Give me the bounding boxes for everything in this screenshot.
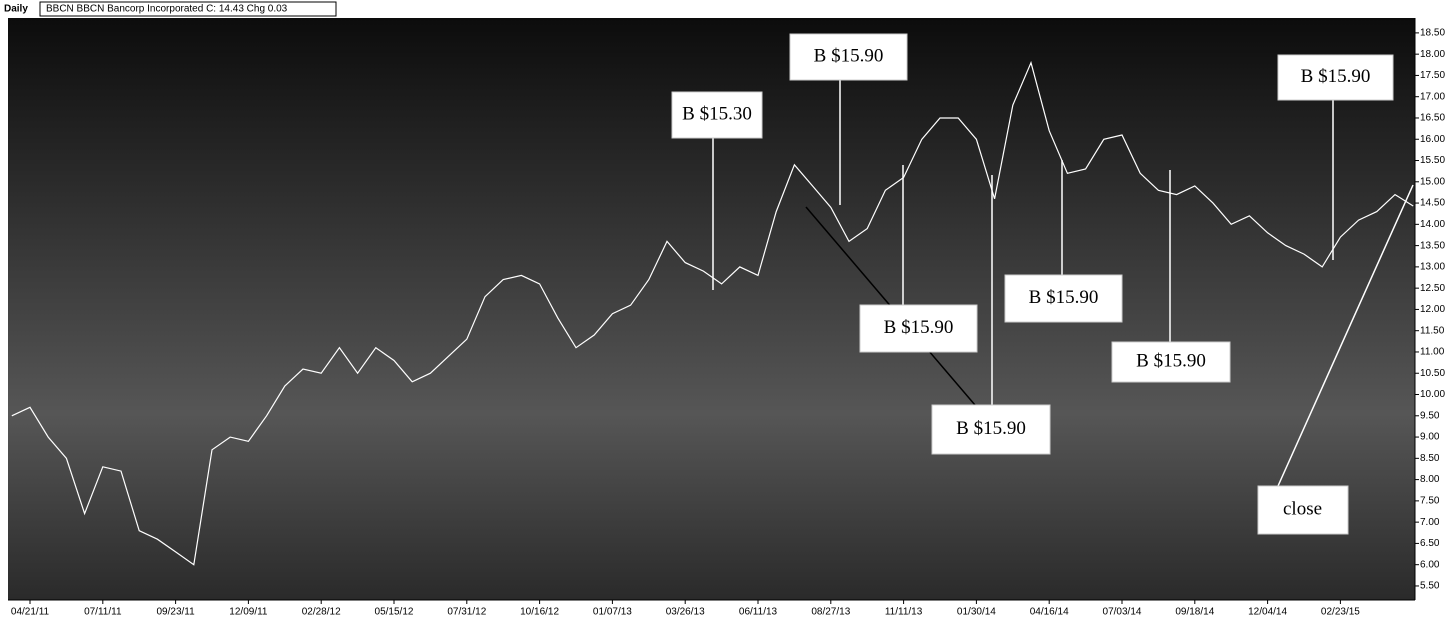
annotation: B $15.90 — [1029, 287, 1099, 308]
y-tick-label: 11.00 — [1420, 347, 1445, 358]
chart-title: Daily — [4, 4, 28, 15]
y-tick-label: 5.50 — [1420, 581, 1440, 592]
annotation-box — [1004, 274, 1123, 323]
y-tick-label: 6.50 — [1420, 538, 1440, 549]
annotation: B $15.90 — [956, 418, 1026, 439]
y-tick-label: 8.00 — [1420, 474, 1440, 485]
x-tick-label: 02/28/12 — [302, 607, 341, 618]
y-tick-label: 10.50 — [1420, 368, 1445, 379]
annotation: close — [1283, 498, 1322, 519]
annotation: B $15.30 — [682, 103, 752, 124]
y-tick-label: 13.50 — [1420, 240, 1445, 251]
y-tick-label: 17.50 — [1420, 70, 1445, 81]
y-tick-label: 12.00 — [1420, 304, 1445, 315]
y-tick-label: 15.00 — [1420, 176, 1445, 187]
x-tick-label: 11/11/13 — [885, 607, 923, 618]
y-tick-label: 13.00 — [1420, 262, 1445, 273]
x-tick-label: 09/23/11 — [157, 607, 196, 618]
y-tick-label: 8.50 — [1420, 453, 1440, 464]
x-tick-label: 07/31/12 — [447, 607, 486, 618]
x-tick-label: 06/11/13 — [739, 607, 778, 618]
y-tick-label: 16.50 — [1420, 113, 1445, 124]
y-tick-label: 9.00 — [1420, 432, 1440, 443]
y-tick-label: 7.00 — [1420, 517, 1440, 528]
x-tick-label: 09/18/14 — [1175, 607, 1214, 618]
connector — [1277, 184, 1414, 487]
annotation-box — [859, 304, 978, 353]
y-tick-label: 11.50 — [1420, 325, 1445, 336]
annotation: B $15.90 — [1136, 350, 1206, 371]
y-tick-label: 17.00 — [1420, 91, 1445, 102]
y-tick-label: 14.00 — [1420, 219, 1445, 230]
x-tick-label: 12/04/14 — [1248, 607, 1287, 618]
x-tick-label: 01/30/14 — [957, 607, 996, 618]
annotation-box — [1111, 341, 1231, 383]
x-tick-label: 03/26/13 — [666, 607, 705, 618]
x-tick-label: 04/21/11 — [11, 607, 50, 618]
y-tick-label: 12.50 — [1420, 283, 1445, 294]
x-tick-label: 01/07/13 — [593, 607, 632, 618]
x-tick-label: 12/09/11 — [229, 607, 268, 618]
x-tick-label: 07/11/11 — [84, 607, 122, 618]
symbol-box — [39, 1, 337, 17]
x-tick-label: 02/23/15 — [1321, 607, 1360, 618]
x-tick-label: 07/03/14 — [1103, 607, 1142, 618]
y-tick-label: 18.50 — [1420, 28, 1445, 39]
annotation-box — [931, 404, 1051, 455]
y-tick-label: 18.00 — [1420, 49, 1445, 60]
x-tick-label: 10/16/12 — [520, 607, 559, 618]
y-tick-label: 15.50 — [1420, 155, 1445, 166]
y-tick-label: 6.00 — [1420, 559, 1440, 570]
annotation-box — [1257, 485, 1349, 535]
annotation-box — [789, 33, 908, 81]
annotation-box — [1277, 54, 1394, 101]
annotation: B $15.90 — [1301, 66, 1371, 87]
y-tick-label: 7.50 — [1420, 496, 1440, 507]
y-tick-label: 9.50 — [1420, 410, 1440, 421]
x-tick-label: 05/15/12 — [375, 607, 414, 618]
y-tick-label: 16.00 — [1420, 134, 1445, 145]
x-tick-label: 08/27/13 — [811, 607, 850, 618]
annotation: B $15.90 — [814, 45, 884, 66]
y-tick-label: 14.50 — [1420, 198, 1445, 209]
chart-subtitle: BBCN BBCN Bancorp Incorporated C: 14.43 … — [46, 4, 288, 15]
y-tick-label: 10.00 — [1420, 389, 1445, 400]
annotation-box — [671, 91, 763, 139]
x-tick-label: 04/16/14 — [1030, 607, 1069, 618]
annotation: B $15.90 — [884, 317, 954, 338]
